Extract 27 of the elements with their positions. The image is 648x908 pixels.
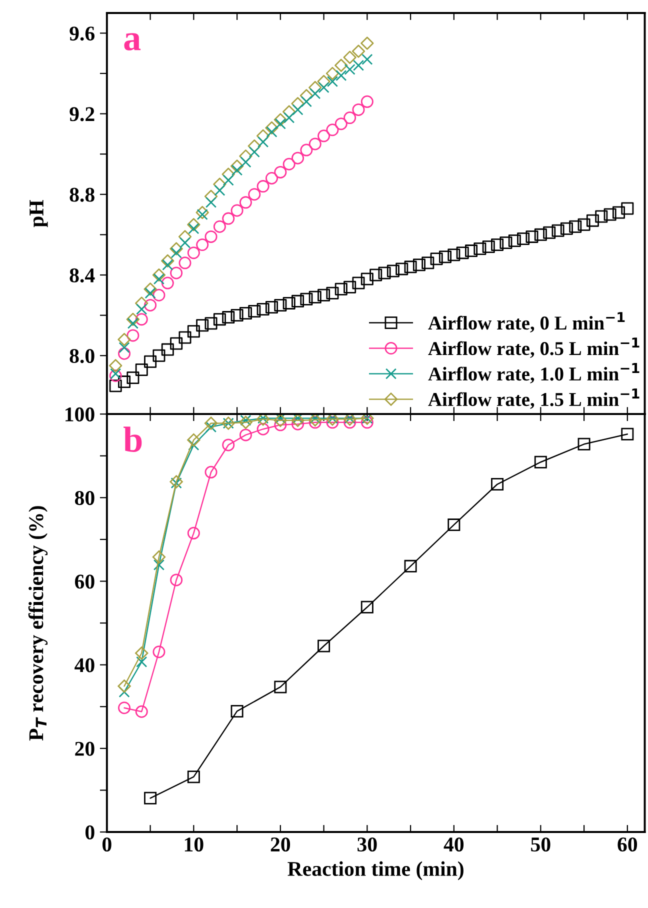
legend-label: Airflow rate, 0.5 L min$^{−1}$ (428, 338, 640, 358)
x-tick-label: 60 (618, 837, 638, 852)
legend-label: Airflow rate, 1.0 L min$^{−1}$ (428, 363, 640, 384)
x-tick-label: 30 (358, 837, 377, 852)
x-tick-label: 20 (270, 837, 290, 852)
y-tick-label: 80 (74, 491, 94, 506)
y-tick-label: 8.8 (70, 188, 94, 202)
annotation: b (124, 426, 142, 452)
legend-label: Airflow rate, 1.5 L min$^{−1}$ (428, 388, 640, 409)
y-tick-label: 8.0 (70, 348, 94, 364)
x-tick-label: 40 (444, 837, 464, 852)
y-tick-label: 9.6 (70, 26, 95, 41)
y-tick-label: 20 (75, 742, 94, 756)
legend-label: Airflow rate, 0 L min$^{−1}$ (428, 312, 625, 332)
y-axis-title: pH (30, 200, 48, 228)
y-tick-label: 8.4 (70, 268, 95, 283)
y-tick-label: 40 (74, 658, 94, 672)
y-tick-label: 0 (85, 825, 94, 840)
annotation: a (124, 33, 141, 50)
y-axis-title: P$_{T}$ recovery efficiency (%) (28, 506, 48, 741)
y-tick-label: 100 (66, 407, 94, 422)
x-axis-title: Reaction time (min) (288, 861, 464, 880)
y-tick-label: 60 (74, 574, 94, 589)
y-tick-label: 9.2 (70, 107, 94, 122)
x-tick-label: 10 (184, 837, 204, 852)
x-tick-label: 0 (102, 837, 112, 852)
x-tick-label: 50 (531, 837, 550, 852)
